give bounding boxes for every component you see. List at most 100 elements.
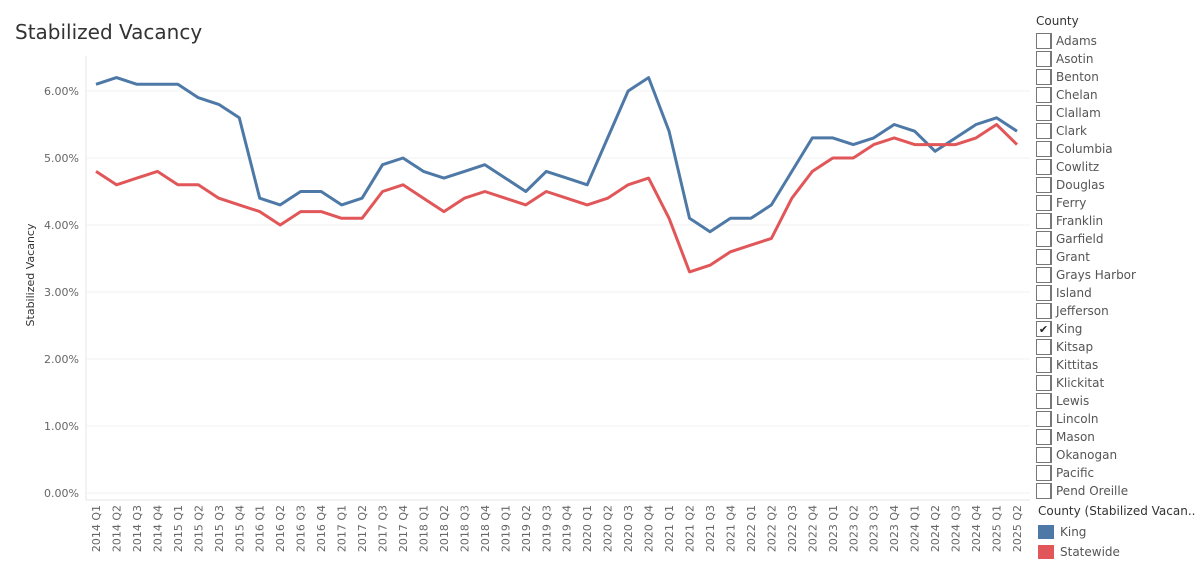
county-item[interactable]: Asotin: [1036, 50, 1199, 68]
data-point[interactable]: [687, 215, 693, 221]
data-point[interactable]: [359, 195, 365, 201]
data-point[interactable]: [236, 115, 242, 121]
data-point[interactable]: [891, 122, 897, 128]
data-point[interactable]: [605, 135, 611, 141]
data-point[interactable]: [789, 168, 795, 174]
data-point[interactable]: [830, 135, 836, 141]
data-point[interactable]: [482, 189, 488, 195]
data-point[interactable]: [646, 75, 652, 81]
checkbox[interactable]: [1036, 465, 1052, 481]
checkbox[interactable]: [1036, 123, 1052, 139]
data-point[interactable]: [420, 168, 426, 174]
data-point[interactable]: [809, 168, 815, 174]
county-item[interactable]: Adams: [1036, 32, 1199, 50]
data-point[interactable]: [994, 115, 1000, 121]
county-item[interactable]: Columbia: [1036, 140, 1199, 158]
data-point[interactable]: [932, 142, 938, 148]
checkbox[interactable]: [1036, 51, 1052, 67]
data-point[interactable]: [359, 215, 365, 221]
data-point[interactable]: [380, 189, 386, 195]
data-point[interactable]: [113, 75, 119, 81]
data-point[interactable]: [318, 189, 324, 195]
checkbox[interactable]: [1036, 141, 1052, 157]
data-point[interactable]: [257, 195, 263, 201]
data-point[interactable]: [973, 122, 979, 128]
data-point[interactable]: [605, 195, 611, 201]
data-point[interactable]: [134, 81, 140, 87]
series-line-statewide[interactable]: [95, 123, 1019, 274]
county-item[interactable]: Kitsap: [1036, 338, 1199, 356]
data-point[interactable]: [625, 182, 631, 188]
data-point[interactable]: [564, 195, 570, 201]
data-point[interactable]: [523, 202, 529, 208]
data-point[interactable]: [707, 262, 713, 268]
county-item[interactable]: Lincoln: [1036, 410, 1199, 428]
county-item[interactable]: Ferry: [1036, 194, 1199, 212]
color-legend-item[interactable]: Statewide: [1038, 542, 1195, 562]
checkbox[interactable]: [1036, 375, 1052, 391]
county-item[interactable]: Lewis: [1036, 392, 1199, 410]
checkbox[interactable]: [1036, 195, 1052, 211]
data-point[interactable]: [646, 175, 652, 181]
data-point[interactable]: [871, 142, 877, 148]
checkbox[interactable]: [1036, 357, 1052, 373]
data-point[interactable]: [175, 182, 181, 188]
data-point[interactable]: [175, 81, 181, 87]
checkbox[interactable]: [1036, 105, 1052, 121]
checkbox[interactable]: [1036, 267, 1052, 283]
data-point[interactable]: [339, 202, 345, 208]
data-point[interactable]: [994, 122, 1000, 128]
county-item[interactable]: Garfield: [1036, 230, 1199, 248]
data-point[interactable]: [748, 242, 754, 248]
county-item[interactable]: Clallam: [1036, 104, 1199, 122]
data-point[interactable]: [93, 168, 99, 174]
data-point[interactable]: [932, 148, 938, 154]
data-point[interactable]: [912, 142, 918, 148]
data-point[interactable]: [850, 155, 856, 161]
data-point[interactable]: [523, 189, 529, 195]
checkbox[interactable]: [1036, 87, 1052, 103]
data-point[interactable]: [912, 128, 918, 134]
checkbox[interactable]: [1036, 213, 1052, 229]
data-point[interactable]: [277, 202, 283, 208]
county-item[interactable]: Kittitas: [1036, 356, 1199, 374]
checkbox[interactable]: [1036, 447, 1052, 463]
data-point[interactable]: [298, 209, 304, 215]
checkbox[interactable]: [1036, 393, 1052, 409]
checkbox[interactable]: [1036, 303, 1052, 319]
data-point[interactable]: [257, 209, 263, 215]
data-point[interactable]: [441, 175, 447, 181]
data-point[interactable]: [830, 155, 836, 161]
county-item[interactable]: Grays Harbor: [1036, 266, 1199, 284]
data-point[interactable]: [482, 162, 488, 168]
county-item[interactable]: Douglas: [1036, 176, 1199, 194]
data-point[interactable]: [564, 175, 570, 181]
data-point[interactable]: [707, 229, 713, 235]
data-point[interactable]: [216, 195, 222, 201]
checkbox[interactable]: [1036, 159, 1052, 175]
data-point[interactable]: [891, 135, 897, 141]
data-point[interactable]: [584, 202, 590, 208]
data-point[interactable]: [441, 209, 447, 215]
data-point[interactable]: [461, 195, 467, 201]
checkbox[interactable]: [1036, 231, 1052, 247]
checkbox[interactable]: [1036, 339, 1052, 355]
data-point[interactable]: [727, 215, 733, 221]
data-point[interactable]: [113, 182, 119, 188]
county-item[interactable]: Grant: [1036, 248, 1199, 266]
data-point[interactable]: [380, 162, 386, 168]
data-point[interactable]: [789, 195, 795, 201]
data-point[interactable]: [502, 195, 508, 201]
county-item[interactable]: Pend Oreille: [1036, 482, 1199, 500]
county-item[interactable]: Mason: [1036, 428, 1199, 446]
data-point[interactable]: [809, 135, 815, 141]
data-point[interactable]: [727, 249, 733, 255]
county-list[interactable]: Adams Asotin Benton Chelan Clallam Clark Colum…: [1036, 32, 1199, 512]
checkbox[interactable]: [1036, 249, 1052, 265]
data-point[interactable]: [953, 135, 959, 141]
data-point[interactable]: [666, 215, 672, 221]
county-item[interactable]: Chelan: [1036, 86, 1199, 104]
data-point[interactable]: [543, 168, 549, 174]
county-item[interactable]: Pacific: [1036, 464, 1199, 482]
checkbox[interactable]: [1036, 69, 1052, 85]
